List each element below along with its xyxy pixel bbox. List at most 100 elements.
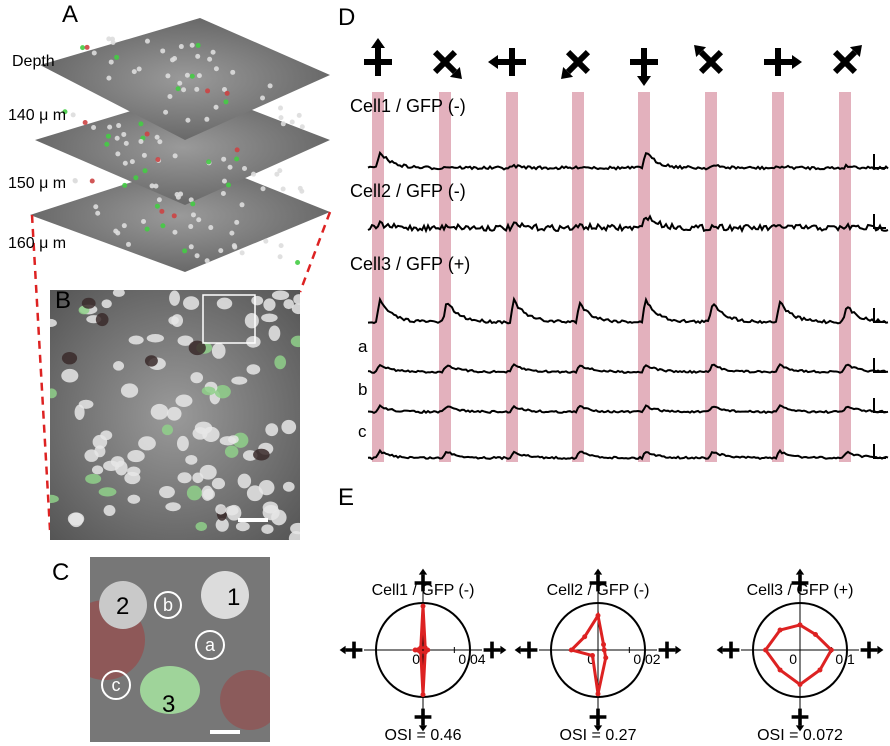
cell	[272, 290, 289, 300]
cell	[42, 495, 59, 503]
cell	[289, 531, 304, 546]
cell	[263, 239, 268, 244]
cell	[260, 96, 265, 101]
point	[602, 648, 607, 653]
cell	[127, 450, 144, 462]
point	[582, 634, 587, 639]
cell	[194, 87, 199, 92]
cell	[274, 355, 286, 369]
cell	[172, 230, 177, 235]
cell	[238, 474, 251, 489]
cell	[178, 192, 183, 197]
cell	[162, 425, 173, 436]
cell	[205, 258, 210, 263]
cell	[281, 121, 286, 126]
cell	[106, 134, 111, 139]
cell	[106, 36, 111, 41]
icon	[371, 38, 385, 48]
icon	[594, 569, 602, 575]
cell	[133, 175, 138, 180]
point	[798, 682, 803, 687]
cell	[236, 522, 250, 531]
cell	[253, 449, 270, 461]
scale-bar	[238, 518, 268, 522]
cell	[103, 461, 119, 471]
cell	[268, 83, 273, 88]
cell	[145, 227, 150, 232]
point	[413, 648, 418, 653]
cell	[183, 296, 199, 310]
cell	[190, 372, 203, 383]
cell	[61, 369, 78, 383]
cell	[69, 513, 83, 528]
trace-label: c	[358, 422, 367, 441]
cell	[240, 250, 245, 255]
cell	[229, 231, 234, 236]
figure: A Depth 140 μ m 150 μ m 160 μ m B C 1 2 …	[0, 0, 890, 746]
cell	[83, 120, 88, 125]
cell	[228, 165, 233, 170]
tick-label: 0.04	[458, 651, 485, 667]
cell	[160, 48, 165, 53]
cell	[189, 244, 194, 249]
direction-icon	[488, 48, 526, 76]
cell	[263, 298, 275, 310]
icon	[488, 55, 498, 69]
icon	[675, 646, 681, 654]
cell	[234, 157, 239, 162]
cell	[142, 153, 147, 158]
cell	[281, 186, 286, 191]
point	[763, 648, 768, 653]
direction-icon	[556, 52, 588, 84]
cell	[283, 482, 295, 492]
cell	[114, 55, 119, 60]
point	[421, 604, 426, 609]
point	[569, 648, 574, 653]
direction-icon	[435, 52, 467, 84]
icon	[515, 646, 521, 654]
cell	[82, 298, 96, 309]
direction-icon	[659, 642, 682, 659]
cell	[185, 118, 190, 123]
panel-label: A	[62, 1, 78, 28]
point	[418, 645, 423, 650]
cell	[113, 361, 124, 371]
cell	[217, 298, 232, 310]
direction-icon	[364, 38, 392, 76]
cell	[190, 43, 195, 48]
cell	[234, 220, 239, 225]
cell	[84, 449, 98, 461]
cell	[129, 336, 144, 345]
cell	[261, 313, 278, 322]
neuron-label: a	[205, 635, 216, 655]
icon	[792, 55, 802, 69]
tick-label: 0.02	[633, 651, 660, 667]
cell	[211, 50, 216, 55]
cell	[44, 319, 57, 327]
cell	[91, 125, 96, 130]
cell	[102, 299, 112, 308]
cell	[132, 69, 137, 74]
cell	[104, 505, 116, 516]
direction-icon	[717, 642, 740, 659]
cell	[231, 377, 247, 385]
cell	[300, 124, 305, 129]
cell	[177, 436, 189, 451]
cell	[251, 172, 256, 177]
osi-label: OSI = 0.072	[757, 727, 843, 744]
cell	[240, 202, 245, 207]
cell	[126, 242, 131, 247]
trace-label: Cell3 / GFP (+)	[350, 254, 470, 274]
cell	[212, 343, 226, 359]
cell	[111, 40, 116, 45]
icon	[500, 646, 506, 654]
cell	[247, 485, 263, 501]
cell	[261, 186, 266, 191]
point	[421, 692, 426, 697]
cell	[85, 474, 101, 484]
cell	[181, 87, 186, 92]
cell	[121, 132, 126, 137]
osi-label: OSI = 0.46	[385, 727, 462, 744]
cell	[290, 119, 295, 124]
panel-label: B	[55, 287, 71, 314]
